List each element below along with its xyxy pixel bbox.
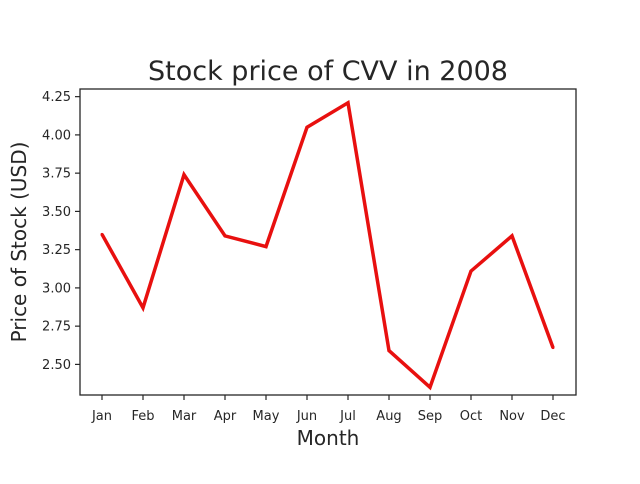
- y-tick-label: 2.75: [42, 320, 71, 335]
- y-axis-title: Price of Stock (USD): [7, 142, 31, 343]
- data-point: [346, 101, 350, 105]
- x-tick-label: Oct: [460, 409, 482, 424]
- data-point: [469, 269, 473, 273]
- x-tick-label: Jun: [296, 409, 317, 424]
- x-tick-label: May: [253, 409, 280, 424]
- x-tick-label: Apr: [214, 409, 237, 424]
- chart-title: Stock price of CVV in 2008: [148, 56, 508, 87]
- y-tick-label: 3.25: [42, 243, 71, 258]
- y-tick-label: 4.25: [42, 90, 71, 105]
- x-tick-label: Aug: [376, 409, 401, 424]
- data-point: [305, 125, 309, 129]
- x-tick-label: Feb: [131, 409, 154, 424]
- data-point: [387, 349, 391, 353]
- x-axis-title: Month: [297, 426, 360, 450]
- x-tick-label: Mar: [172, 409, 197, 424]
- y-tick-label: 3.00: [42, 281, 71, 296]
- x-tick-label: Nov: [499, 409, 525, 424]
- y-tick-label: 3.75: [42, 167, 71, 182]
- y-tick-label: 3.50: [42, 205, 71, 220]
- series-layer: [100, 99, 555, 391]
- data-point: [141, 306, 145, 310]
- x-tick-label: Jan: [91, 409, 112, 424]
- data-point: [100, 232, 104, 236]
- x-tick-label: Jul: [339, 409, 356, 424]
- x-tick-label: Dec: [540, 409, 565, 424]
- data-point: [223, 234, 227, 238]
- y-tick-label: 4.00: [42, 128, 71, 143]
- y-tick-label: 2.50: [42, 358, 71, 373]
- data-point: [182, 173, 186, 177]
- data-point: [510, 234, 514, 238]
- x-tick-label: Sep: [418, 409, 443, 424]
- series-line: [100, 99, 555, 391]
- data-point: [264, 245, 268, 249]
- data-point: [551, 346, 555, 350]
- plot-frame: [79, 88, 577, 396]
- y-axis: 2.50 2.75 3.00 3.25 3.50 3.75 4.00 4.25: [42, 90, 80, 373]
- data-point: [428, 385, 432, 389]
- x-axis: Jan Feb Mar Apr May Jun Jul Aug Sep Oct Nov Dec: [91, 395, 566, 424]
